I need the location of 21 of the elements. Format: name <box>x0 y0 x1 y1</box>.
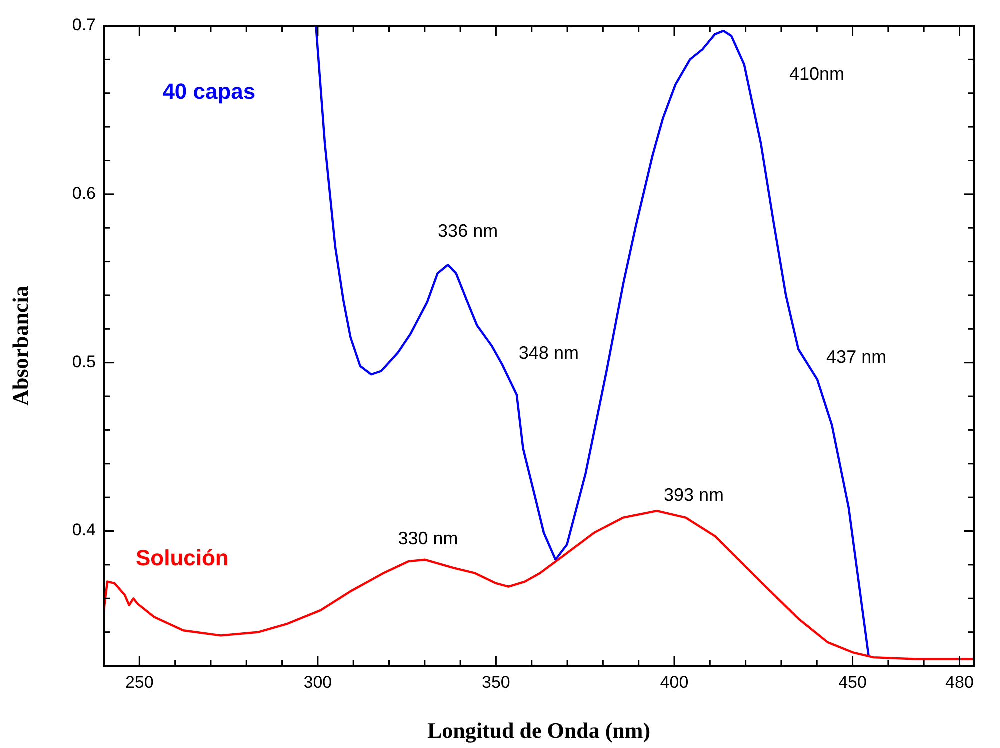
x-tick-label: 300 <box>304 673 332 692</box>
annotation: 330 nm <box>398 528 458 549</box>
x-tick-label: 400 <box>660 673 689 692</box>
y-tick-label: 0.6 <box>72 184 96 203</box>
x-tick-label: 250 <box>125 673 154 692</box>
annotation: 437 nm <box>826 347 887 368</box>
x-tick-label: 480 <box>946 673 974 692</box>
annotation: 336 nm <box>438 220 498 241</box>
annotation: 393 nm <box>664 484 724 505</box>
annotation: 348 nm <box>518 342 579 363</box>
line-series <box>104 510 974 660</box>
y-axis-title: Absorbancia <box>8 286 33 406</box>
text: 40 capas <box>162 79 256 104</box>
annotation: 410nm <box>789 64 845 84</box>
x-tick-label: 450 <box>838 673 867 692</box>
y-tick-label: 0.7 <box>72 15 96 34</box>
y-tick-label: 0.5 <box>72 352 96 372</box>
y-tick-label: 0.4 <box>72 520 96 540</box>
series-label: Solución <box>136 546 229 571</box>
x-tick-label: 350 <box>482 673 510 692</box>
x-axis-title: Longitud de Onda (nm) <box>427 718 651 743</box>
